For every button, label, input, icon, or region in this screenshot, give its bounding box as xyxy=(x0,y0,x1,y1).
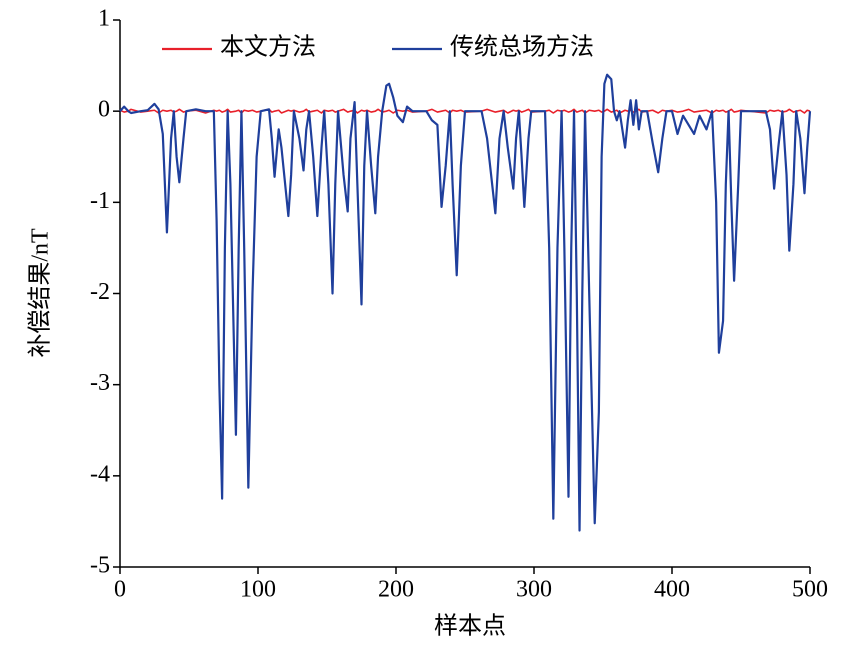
x-tick-label: 100 xyxy=(240,577,276,603)
y-tick-label: 0 xyxy=(98,97,110,123)
legend-label: 传统总场方法 xyxy=(450,34,594,61)
line-series xyxy=(119,73,812,532)
y-tick-label: -4 xyxy=(90,461,110,487)
y-tick-label: -5 xyxy=(90,553,110,579)
x-tick-label: 300 xyxy=(516,577,552,603)
y-tick-label: -1 xyxy=(90,188,110,214)
x-tick-label: 400 xyxy=(654,577,690,603)
line-series xyxy=(119,108,811,114)
x-tick-label: 500 xyxy=(792,577,828,603)
legend-label: 本文方法 xyxy=(220,34,316,61)
x-tick-label: 200 xyxy=(378,577,414,603)
y-axis-label: 补偿结果/nT xyxy=(27,228,54,358)
y-tick-label: 1 xyxy=(98,6,110,32)
x-tick-label: 0 xyxy=(114,577,126,603)
y-tick-label: -3 xyxy=(90,370,110,396)
x-axis-label: 样本点 xyxy=(434,613,506,640)
y-tick-label: -2 xyxy=(90,279,110,305)
